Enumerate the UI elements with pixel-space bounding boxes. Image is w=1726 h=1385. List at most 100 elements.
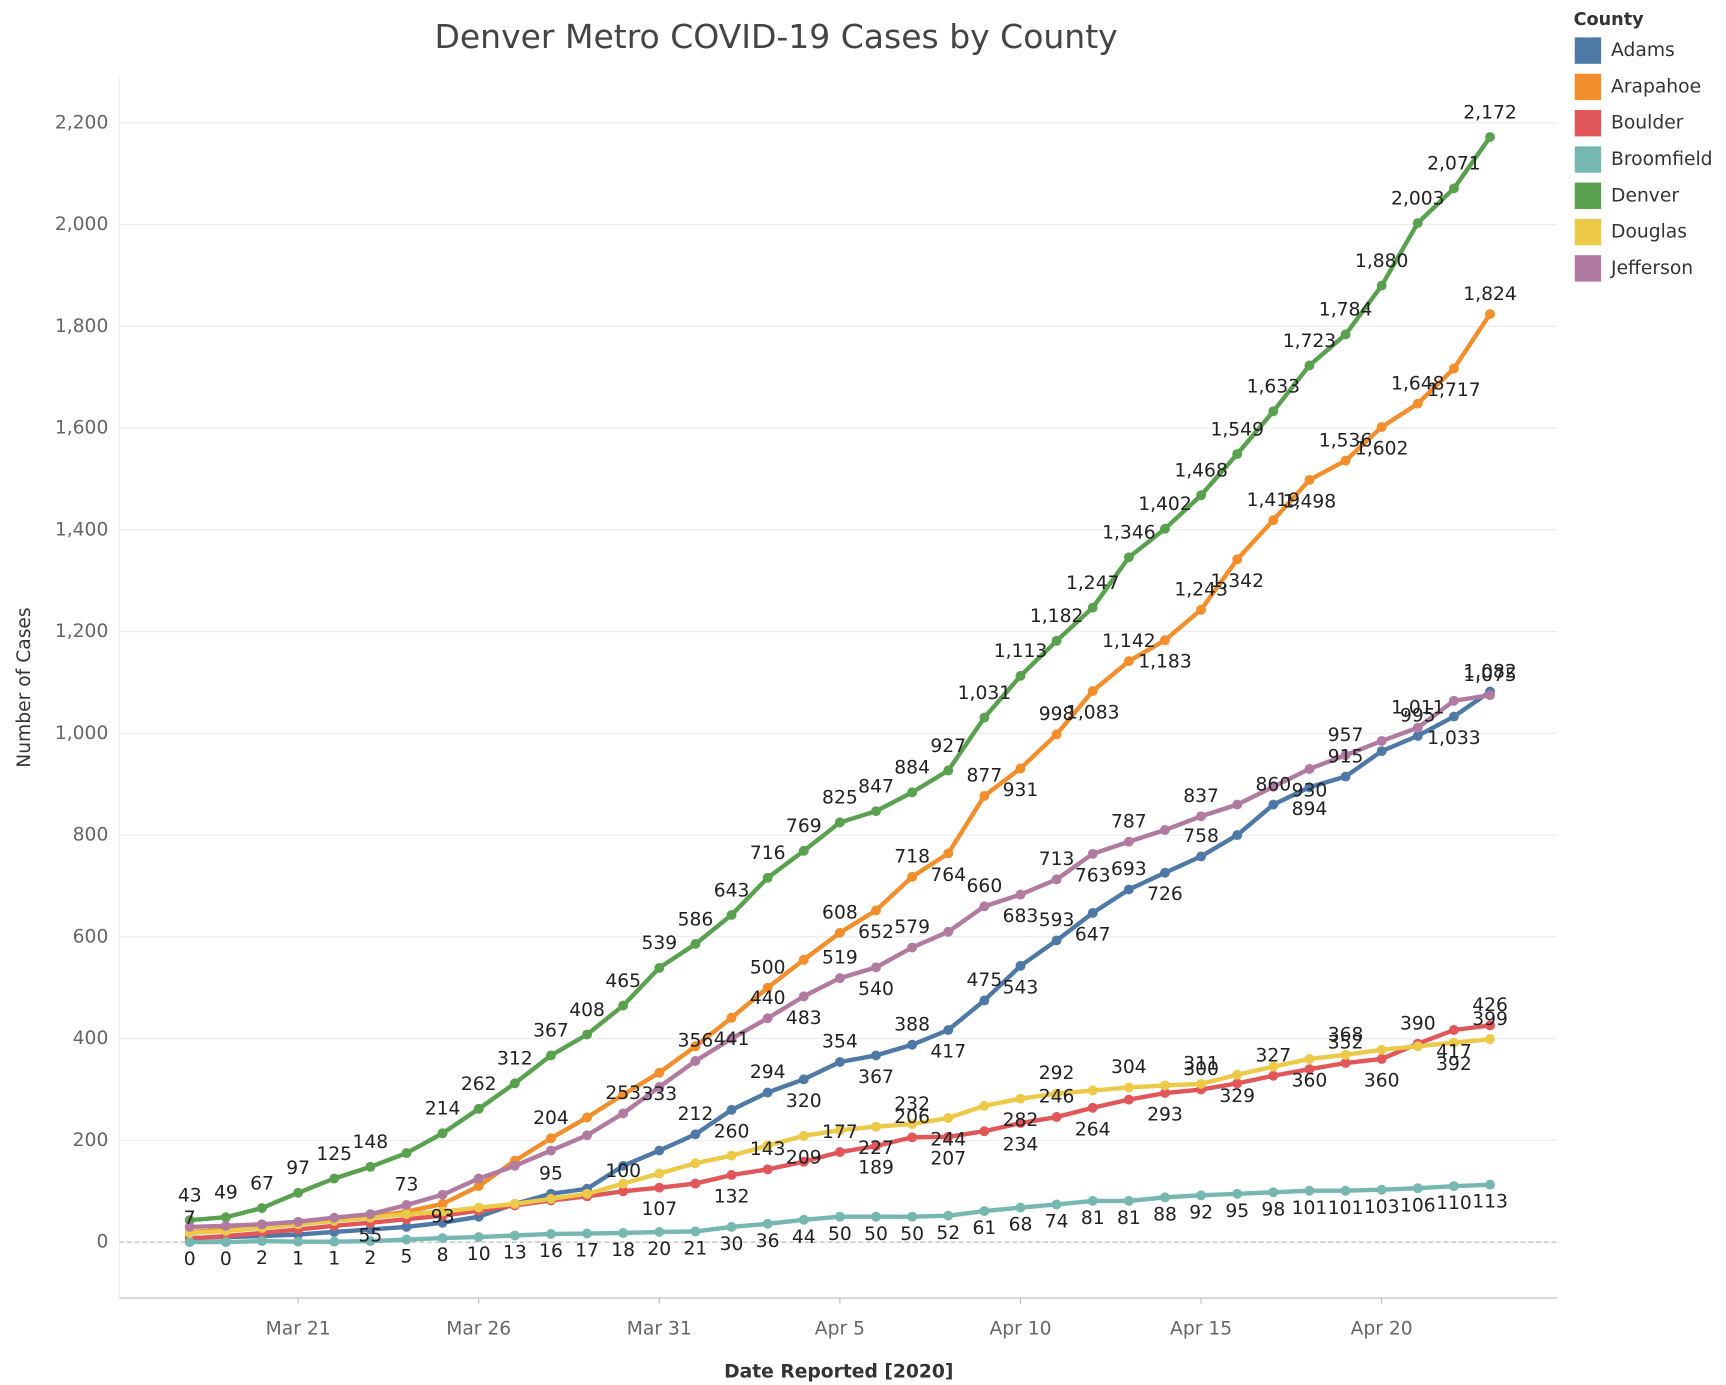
data-point	[1412, 1183, 1423, 1194]
value-label: 693	[1111, 859, 1147, 880]
value-label: 426	[1472, 995, 1508, 1016]
value-label: 333	[641, 1084, 677, 1105]
data-point	[1123, 1195, 1134, 1206]
data-point	[1087, 686, 1098, 697]
value-label: 68	[1009, 1215, 1033, 1236]
data-point	[545, 1133, 556, 1144]
data-point	[545, 1229, 556, 1239]
legend-swatch	[1574, 146, 1602, 173]
data-point	[1123, 836, 1134, 847]
data-point	[834, 1125, 845, 1136]
data-point	[1123, 884, 1134, 895]
data-point	[1340, 1185, 1351, 1196]
data-point	[1123, 1094, 1134, 1105]
value-label: 519	[822, 948, 858, 969]
value-label: 44	[792, 1227, 816, 1248]
data-point	[834, 1211, 845, 1222]
value-label: 847	[858, 776, 894, 797]
data-point	[1268, 781, 1279, 792]
x-tick-label: Mar 21	[266, 1318, 331, 1339]
data-point	[943, 1025, 954, 1035]
data-point	[1196, 1078, 1207, 1089]
y-tick-label: 0	[96, 1232, 108, 1253]
x-tick-label: Mar 26	[446, 1318, 511, 1339]
data-point	[401, 1234, 412, 1245]
y-tick-label: 2,200	[55, 112, 109, 133]
value-label: 294	[750, 1062, 786, 1083]
value-label: 440	[750, 988, 786, 1009]
data-point	[979, 1206, 990, 1217]
value-label: 998	[1039, 704, 1075, 725]
data-point	[184, 1237, 195, 1248]
value-label: 368	[1328, 1025, 1364, 1046]
value-label: 608	[822, 902, 858, 923]
value-label: 74	[1045, 1212, 1069, 1233]
data-point	[1268, 1070, 1279, 1081]
value-label: 209	[786, 1147, 822, 1168]
value-label: 246	[1039, 1087, 1075, 1108]
value-label: 1,075	[1463, 665, 1517, 686]
data-point	[582, 1112, 593, 1123]
data-point	[1448, 363, 1459, 374]
data-point	[943, 848, 954, 859]
data-point	[1340, 771, 1351, 782]
value-label: 647	[1075, 924, 1111, 945]
data-point	[1304, 782, 1315, 793]
value-label: 312	[497, 1049, 533, 1070]
data-point	[473, 1181, 484, 1192]
value-label: 10	[467, 1244, 491, 1265]
data-point	[1087, 848, 1098, 859]
y-tick-label: 600	[73, 926, 109, 947]
value-label: 92	[1189, 1202, 1213, 1223]
x-tick-label: Apr 20	[1351, 1318, 1413, 1339]
data-point	[1340, 329, 1351, 340]
data-point	[1051, 935, 1062, 946]
value-label: 652	[858, 922, 894, 943]
value-label: 67	[250, 1173, 274, 1194]
y-axis-label: Number of Cases	[14, 607, 35, 767]
value-label: 1,346	[1102, 523, 1155, 544]
data-point	[834, 1147, 845, 1158]
data-point	[220, 1237, 231, 1248]
data-point	[871, 1050, 881, 1061]
value-label: 18	[611, 1240, 635, 1261]
data-point	[1448, 183, 1459, 194]
value-label: 21	[684, 1239, 708, 1260]
data-point	[871, 962, 881, 973]
data-point	[1268, 515, 1279, 526]
data-point	[1304, 360, 1315, 371]
data-point	[1340, 1058, 1351, 1068]
value-label: 837	[1183, 786, 1219, 807]
data-point	[979, 995, 990, 1006]
data-point	[726, 1104, 737, 1115]
data-point	[1448, 1037, 1459, 1048]
value-label: 367	[533, 1021, 569, 1042]
data-point	[907, 1119, 918, 1130]
value-label: 787	[1111, 811, 1147, 832]
value-label: 100	[605, 1161, 641, 1182]
data-point	[1123, 656, 1134, 667]
value-label: 101	[1292, 1198, 1328, 1219]
value-label: 234	[1003, 1135, 1039, 1156]
data-point	[1160, 1088, 1170, 1099]
data-point	[1051, 635, 1062, 646]
value-label: 206	[894, 1107, 930, 1128]
data-point	[798, 1214, 809, 1225]
data-point	[1448, 1025, 1459, 1035]
data-point	[220, 1212, 231, 1223]
value-label: 769	[786, 816, 822, 837]
value-label: 52	[936, 1223, 960, 1244]
value-label: 95	[539, 1163, 563, 1184]
series-line	[189, 312, 1492, 1235]
data-point	[762, 1218, 773, 1229]
data-point	[437, 1189, 448, 1200]
value-label: 2	[364, 1248, 376, 1269]
value-label: 957	[1328, 725, 1364, 746]
value-label: 282	[1003, 1110, 1039, 1131]
value-label: 0	[220, 1249, 232, 1270]
y-tick-label: 400	[73, 1028, 109, 1049]
value-label: 1,723	[1283, 331, 1337, 352]
value-label: 93	[431, 1206, 455, 1227]
value-label: 713	[1039, 849, 1075, 870]
data-point	[690, 1129, 701, 1140]
